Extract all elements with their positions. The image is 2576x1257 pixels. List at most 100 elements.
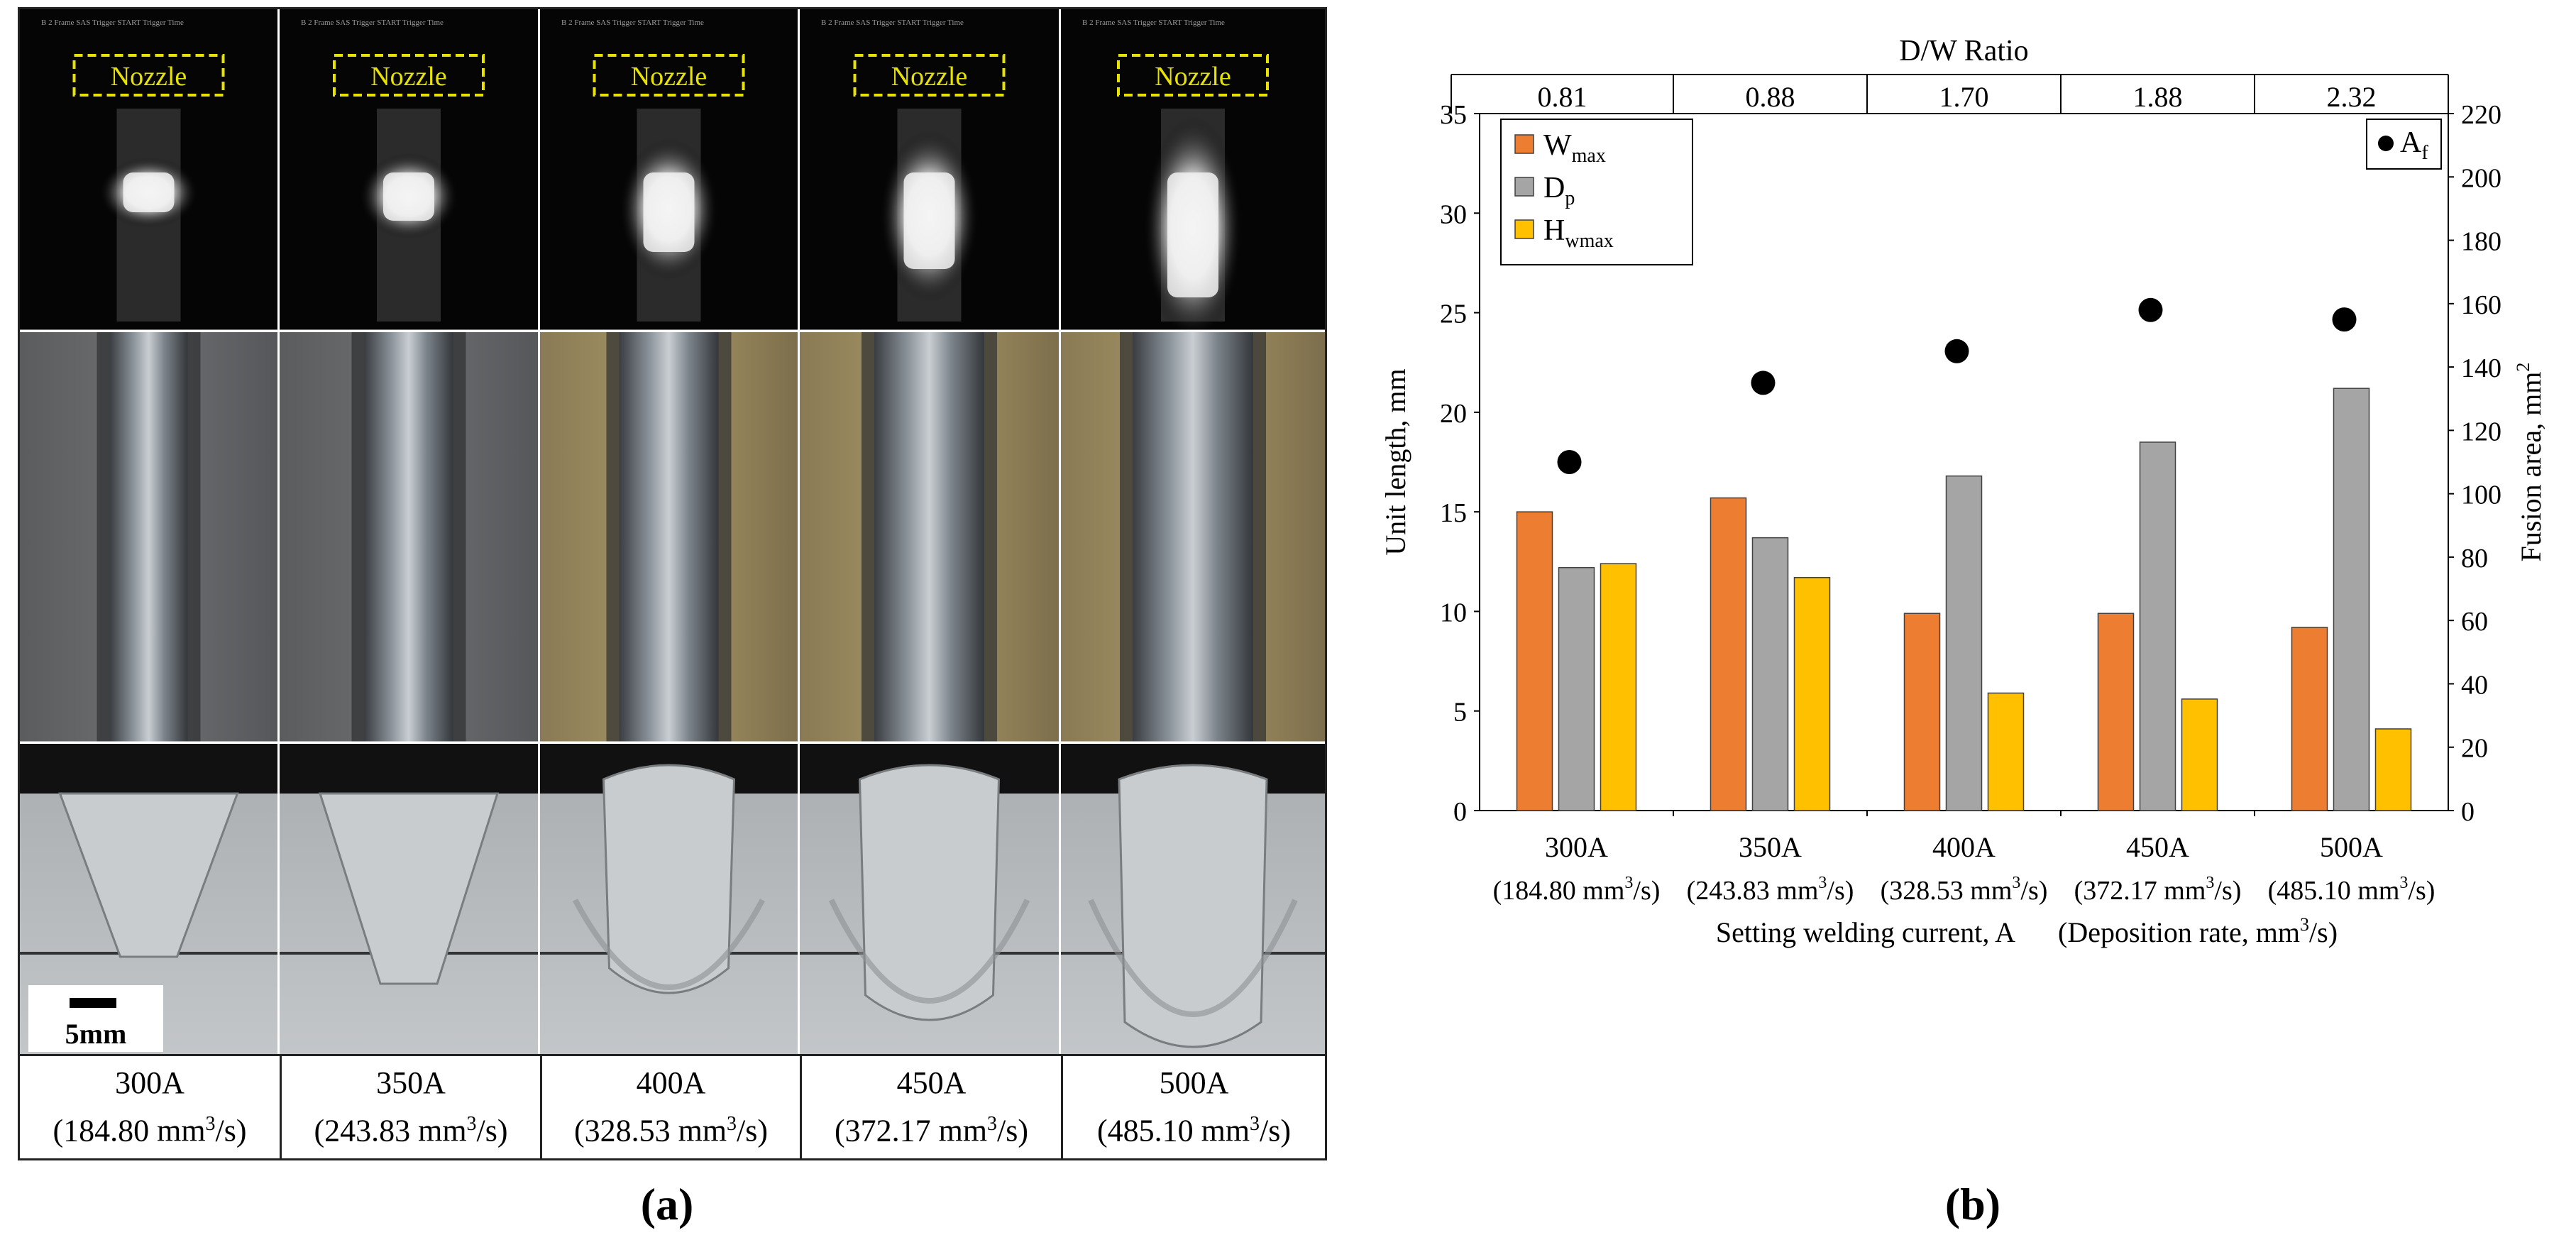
bar-wmax bbox=[1903, 613, 1941, 811]
x-tick-label: 500A bbox=[2320, 831, 2383, 863]
y-axis-label: Unit length, mm bbox=[1380, 368, 1411, 555]
dw-ratio-value: 1.70 bbox=[1939, 81, 1989, 113]
nozzle-label: Nozzle bbox=[891, 62, 968, 92]
scale-bar-label: 5mm bbox=[65, 1018, 127, 1050]
y-tick-label: 30 bbox=[1440, 199, 1467, 229]
bar-wmax bbox=[1516, 511, 1553, 811]
dw-ratio-value: 0.81 bbox=[1538, 81, 1587, 113]
chart-svg: D/W Ratio 0.81 0.88 1.70 1.88 2.32 0 5 10 15 20 25 3… bbox=[1380, 35, 2547, 948]
nozzle-label: Nozzle bbox=[631, 62, 708, 92]
macro-section-photo bbox=[280, 744, 538, 1054]
bar-wmax bbox=[1710, 497, 1747, 811]
bar-hwmax bbox=[1793, 576, 1831, 811]
x-tick-label: 300A bbox=[1545, 831, 1608, 863]
scatter-point-af bbox=[2138, 297, 2163, 322]
bead-photo bbox=[540, 332, 798, 742]
x-tick-label: 450A bbox=[2126, 831, 2189, 863]
arc-photo: B 2 Frame SAS Trigger START Trigger Time… bbox=[540, 9, 798, 330]
caption-col-3: 400A (328.53 mm3/s) bbox=[540, 1056, 800, 1158]
photo-grid: B 2 Frame SAS Trigger START Trigger Time… bbox=[18, 7, 1327, 1056]
macro-section-photo bbox=[1061, 744, 1325, 1054]
arc-photo: B 2 Frame SAS Trigger START Trigger Time… bbox=[800, 9, 1059, 330]
x-axis-label-rate: (Deposition rate, mm3/s) bbox=[2058, 914, 2338, 948]
legend-swatch bbox=[1514, 134, 1534, 154]
x-axis-label: Setting welding current, A bbox=[1716, 916, 2015, 948]
y-tick-label: 20 bbox=[1440, 399, 1467, 429]
nozzle-label: Nozzle bbox=[370, 62, 447, 92]
bar-wmax bbox=[2097, 613, 2135, 811]
legend-label: Dp bbox=[1543, 172, 1575, 209]
panel-a-label: (a) bbox=[640, 1179, 694, 1229]
x-tick-label: 350A bbox=[1739, 831, 1802, 863]
y-tick-label: 25 bbox=[1440, 300, 1467, 329]
caption-current: 500A bbox=[1159, 1065, 1229, 1101]
bar-hwmax bbox=[2181, 698, 2218, 811]
y-tick-label: 35 bbox=[1440, 100, 1467, 130]
caption-current: 300A bbox=[115, 1065, 185, 1101]
caption-rate: (243.83 mm3/s) bbox=[314, 1113, 508, 1148]
camera-overlay-text: B 2 Frame SAS Trigger START Trigger Time bbox=[1082, 18, 1225, 27]
nozzle-box bbox=[72, 54, 225, 97]
arc-photo: B 2 Frame SAS Trigger START Trigger Time… bbox=[1061, 9, 1325, 340]
nozzle-label: Nozzle bbox=[1155, 62, 1231, 92]
nozzle-label: Nozzle bbox=[111, 62, 187, 92]
bar-hwmax bbox=[1987, 692, 2025, 811]
legend-label: Wmax bbox=[1543, 129, 1606, 167]
dw-ratio-value: 1.88 bbox=[2133, 81, 2183, 113]
x-tick-label: 400A bbox=[1932, 831, 1996, 863]
x-tick-sublabel: (328.53 mm3/s) bbox=[1881, 874, 2048, 906]
x-tick-sublabel: (372.17 mm3/s) bbox=[2074, 874, 2242, 906]
scatter-point-af bbox=[1944, 339, 1969, 363]
caption-rate: (372.17 mm3/s) bbox=[834, 1113, 1029, 1148]
scatter-legend: Af bbox=[2366, 119, 2442, 170]
y2-tick-label: 140 bbox=[2461, 353, 2501, 383]
macro-section-photo bbox=[800, 744, 1059, 1054]
scatter-point-af bbox=[1557, 450, 1582, 474]
bead-photo bbox=[20, 332, 277, 742]
caption-rate: (328.53 mm3/s) bbox=[573, 1113, 769, 1148]
bar-legend: Wmax Dp Hwmax bbox=[1500, 119, 1693, 265]
caption-col-4: 450A (372.17 mm3/s) bbox=[800, 1056, 1061, 1158]
x-tick-sublabel: (243.83 mm3/s) bbox=[1687, 874, 1854, 906]
y2-tick-label: 60 bbox=[2461, 607, 2488, 637]
y2-tick-label: 80 bbox=[2461, 544, 2488, 573]
arc-photo: B 2 Frame SAS Trigger START Trigger Time… bbox=[280, 9, 538, 330]
y2-tick-label: 220 bbox=[2461, 100, 2501, 130]
bar-dp bbox=[1945, 475, 1983, 811]
y2-tick-label: 200 bbox=[2461, 163, 2501, 193]
y2-axis-label: Fusion area, mm2 bbox=[2513, 363, 2547, 562]
camera-overlay-text: B 2 Frame SAS Trigger START Trigger Time bbox=[821, 18, 964, 27]
x-tick-sublabel: (485.10 mm3/s) bbox=[2268, 874, 2435, 906]
camera-overlay-text: B 2 Frame SAS Trigger START Trigger Time bbox=[41, 18, 184, 27]
panel-a: B 2 Frame SAS Trigger START Trigger Time… bbox=[18, 7, 1327, 1160]
panel-b: D/W Ratio 0.81 0.88 1.70 1.88 2.32 0 5 10 15 20 25 3… bbox=[1377, 28, 2562, 1178]
camera-overlay-text: B 2 Frame SAS Trigger START Trigger Time bbox=[561, 18, 704, 27]
legend-swatch bbox=[1514, 219, 1534, 239]
scale-bar: 5mm bbox=[28, 985, 163, 1052]
nozzle-box bbox=[593, 54, 745, 97]
y-tick-label: 15 bbox=[1440, 498, 1467, 528]
macro-section-photo bbox=[540, 744, 798, 1054]
dw-ratio-title: D/W Ratio bbox=[1899, 35, 2028, 67]
photo-grid-svg: B 2 Frame SAS Trigger START Trigger Time… bbox=[20, 9, 1325, 1054]
y-tick-label: 10 bbox=[1440, 598, 1467, 627]
y2-tick-label: 160 bbox=[2461, 290, 2501, 320]
bead-photo bbox=[800, 332, 1059, 742]
y2-tick-label: 40 bbox=[2461, 670, 2488, 700]
arc-photo: B 2 Frame SAS Trigger START Trigger Time… bbox=[20, 9, 277, 330]
y-tick-label: 0 bbox=[1453, 797, 1467, 827]
bar-dp bbox=[1751, 537, 1789, 811]
bar-dp bbox=[1558, 566, 1595, 811]
scatter-point-af bbox=[1751, 370, 1776, 395]
bar-wmax bbox=[2291, 627, 2328, 811]
y2-tick-label: 100 bbox=[2461, 481, 2501, 510]
dw-ratio-value: 2.32 bbox=[2327, 81, 2377, 113]
bar-dp bbox=[2139, 441, 2176, 811]
x-tick-sublabel: (184.80 mm3/s) bbox=[1493, 874, 1661, 906]
dw-ratio-value: 0.88 bbox=[1746, 81, 1795, 113]
caption-current: 450A bbox=[896, 1065, 967, 1101]
bar-hwmax bbox=[1600, 563, 1637, 811]
y-tick-label: 5 bbox=[1453, 698, 1467, 728]
caption-current: 400A bbox=[636, 1065, 706, 1101]
caption-row: 300A (184.80 mm3/s) 350A (243.83 mm3/s) … bbox=[18, 1056, 1327, 1160]
